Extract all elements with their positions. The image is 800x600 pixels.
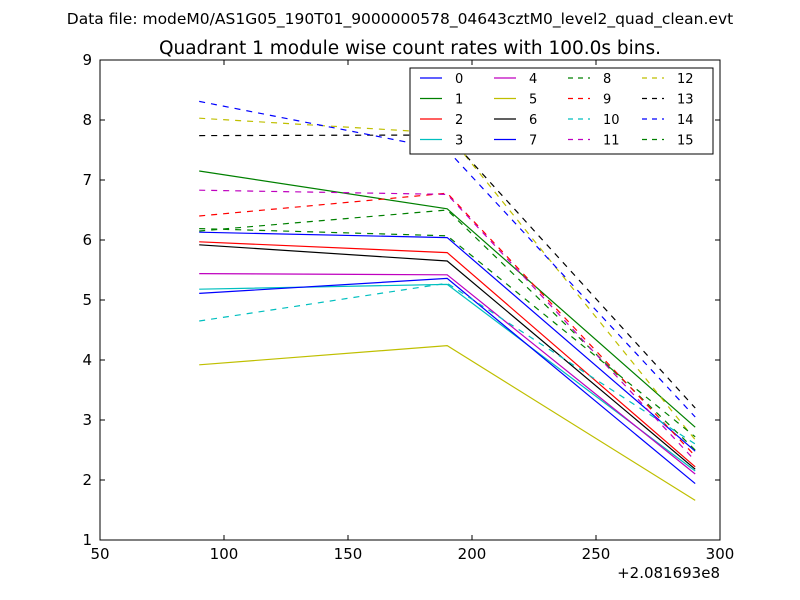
chart-suptitle: Data file: modeM0/AS1G05_190T01_90000005… — [67, 10, 733, 29]
series-layer — [199, 100, 696, 501]
series-line-5 — [199, 344, 696, 501]
legend-label-6: 6 — [529, 113, 537, 128]
y-tick-label: 9 — [82, 51, 92, 69]
y-tick-label: 7 — [82, 171, 92, 189]
series-line-3 — [199, 283, 696, 472]
plot-frame — [99, 59, 721, 541]
x-tick-label: 50 — [90, 545, 109, 563]
series-line-6 — [199, 244, 696, 470]
series-line-0 — [199, 231, 696, 452]
series-line-7 — [199, 277, 696, 485]
chart-title: Quadrant 1 module wise count rates with … — [159, 38, 661, 59]
legend-label-10: 10 — [603, 113, 620, 128]
y-tick-label: 4 — [82, 351, 92, 369]
x-tick-label: 150 — [334, 545, 363, 563]
x-tick-label: 100 — [210, 545, 239, 563]
series-line-4 — [199, 273, 696, 475]
series-line-13 — [199, 134, 696, 409]
legend-label-4: 4 — [529, 72, 537, 87]
x-tick-label: 300 — [706, 545, 735, 563]
series-line-2 — [199, 241, 696, 468]
series-line-15 — [199, 228, 696, 438]
y-tick-label: 1 — [82, 531, 92, 549]
legend-label-1: 1 — [455, 93, 463, 108]
y-tick-label: 8 — [82, 111, 92, 129]
series-line-10 — [199, 282, 696, 445]
legend-label-13: 13 — [677, 93, 694, 108]
x-tick-label: 200 — [458, 545, 487, 563]
legend-label-7: 7 — [529, 134, 537, 149]
legend-label-14: 14 — [677, 113, 694, 128]
legend-label-3: 3 — [455, 134, 463, 149]
series-line-1 — [199, 170, 696, 428]
y-tick-label: 3 — [82, 411, 92, 429]
legend-label-5: 5 — [529, 93, 537, 108]
legend-label-12: 12 — [677, 72, 694, 87]
legend-label-15: 15 — [677, 134, 694, 149]
legend-label-0: 0 — [455, 72, 463, 87]
legend-label-8: 8 — [603, 72, 611, 87]
y-tick-label: 5 — [82, 291, 92, 309]
x-tick-label: 250 — [582, 545, 611, 563]
y-tick-label: 6 — [82, 231, 92, 249]
x-offset-label: +2.081693e8 — [617, 564, 720, 582]
y-tick-label: 2 — [82, 471, 92, 489]
legend-label-9: 9 — [603, 93, 611, 108]
legend-label-11: 11 — [603, 134, 620, 149]
legend-label-2: 2 — [455, 113, 463, 128]
